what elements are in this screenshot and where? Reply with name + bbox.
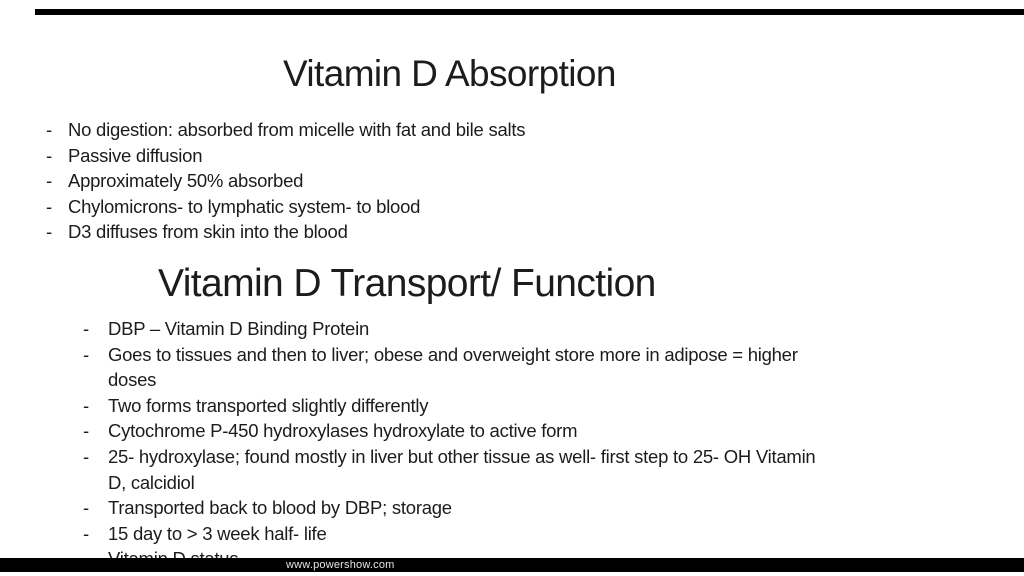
bullet-item: - Transported back to blood by DBP; stora… bbox=[0, 495, 835, 521]
bottom-watermark-bar: www.powershow.com bbox=[0, 558, 1024, 572]
bullet-item: - Cytochrome P-450 hydroxylases hydroxyla… bbox=[0, 418, 835, 444]
bullet-text: Transported back to blood by DBP; storag… bbox=[108, 497, 452, 519]
dash-bullet-marker: - bbox=[83, 394, 89, 416]
bullet-text: 15 day to > 3 week half- life bbox=[108, 522, 327, 544]
slide-title-transport: Vitamin D Transport/ Function bbox=[158, 262, 656, 305]
dash-bullet-marker: - bbox=[83, 497, 89, 519]
top-letterbox-bar bbox=[35, 9, 1024, 15]
dash-bullet-marker: - bbox=[46, 170, 52, 192]
bullet-item: - Goes to tissues and then to liver; obes… bbox=[0, 342, 835, 393]
bullet-item: - Chylomicrons- to lymphatic system- to b… bbox=[0, 194, 525, 220]
dash-bullet-marker: - bbox=[83, 343, 89, 365]
bullet-text: Two forms transported slightly different… bbox=[108, 394, 429, 416]
bullet-item: - Passive diffusion bbox=[0, 143, 525, 169]
dash-bullet-marker: - bbox=[46, 195, 52, 217]
dash-bullet-marker: - bbox=[83, 522, 89, 544]
slide-title-absorption: Vitamin D Absorption bbox=[283, 53, 616, 94]
bullet-item: -15 day to > 3 week half- life bbox=[0, 521, 835, 547]
bullet-text: Approximately 50% absorbed bbox=[68, 170, 304, 192]
dash-bullet-marker: - bbox=[83, 445, 89, 467]
bullet-item: - No digestion: absorbed from micelle wit… bbox=[0, 117, 526, 143]
bullet-text: D3 diffuses from skin into the blood bbox=[68, 221, 348, 243]
bullet-item: - Two forms transported slightly differen… bbox=[0, 393, 835, 419]
bullet-text: Passive diffusion bbox=[68, 144, 203, 166]
dash-bullet-marker: - bbox=[46, 144, 52, 166]
bullet-text: 25- hydroxylase; found mostly in liver b… bbox=[108, 445, 816, 493]
dash-bullet-marker: - bbox=[83, 318, 89, 339]
bullet-text: No digestion: absorbed from micelle with… bbox=[68, 119, 526, 140]
bullet-item: -25- hydroxylase; found mostly in liver … bbox=[0, 444, 835, 495]
watermark-text: www.powershow.com bbox=[286, 559, 395, 571]
bullet-item: - D3 diffuses from skin into the blood bbox=[0, 219, 525, 245]
bullet-text: DBP – Vitamin D Binding Protein bbox=[108, 318, 369, 339]
bullet-text: Chylomicrons- to lymphatic system- to bl… bbox=[68, 195, 421, 217]
dash-bullet-marker: - bbox=[83, 420, 89, 442]
transport-bullet-list: - DBP – Vitamin D Binding Protein - Goes to… bbox=[0, 316, 835, 572]
bullet-text: Cytochrome P-450 hydroxylases hydroxylat… bbox=[108, 420, 578, 442]
bullet-text: Goes to tissues and then to liver; obese… bbox=[108, 343, 798, 391]
dash-bullet-marker: - bbox=[46, 221, 52, 243]
bullet-item: - Approximately 50% absorbed bbox=[0, 168, 525, 194]
absorption-bullet-list: - No digestion: absorbed from micelle wit… bbox=[0, 117, 526, 245]
dash-bullet-marker: - bbox=[46, 119, 52, 140]
bullet-item: - DBP – Vitamin D Binding Protein bbox=[0, 316, 835, 342]
